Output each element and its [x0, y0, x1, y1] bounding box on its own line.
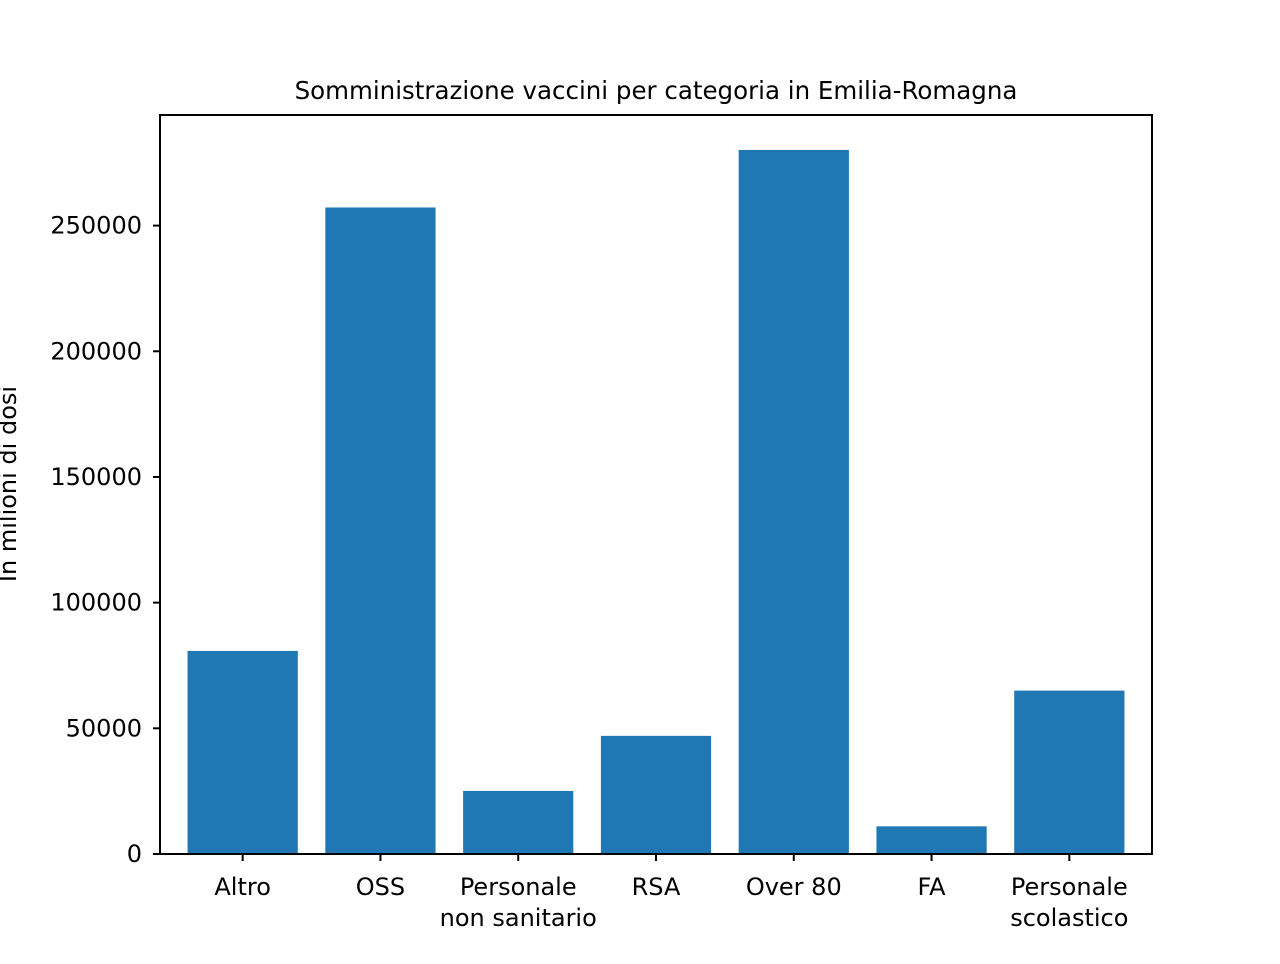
bar: [463, 790, 574, 854]
bar: [1014, 690, 1125, 854]
x-tick-label: Altro: [214, 873, 271, 901]
bars-layer: [187, 149, 1125, 855]
y-tick-label: 0: [127, 840, 142, 868]
x-tick-label: Personale: [460, 873, 577, 901]
y-axis-label: In milioni di dosi: [0, 386, 22, 582]
x-tick-label: OSS: [356, 873, 405, 901]
x-tick-label: Personale: [1011, 873, 1128, 901]
bar: [738, 149, 849, 855]
y-axis: 0 50000 100000 150000 200000 250000: [50, 212, 160, 868]
y-tick-label: 50000: [66, 714, 142, 742]
y-tick-label: 200000: [50, 337, 142, 365]
x-tick-label: RSA: [632, 873, 681, 901]
y-tick-label: 150000: [50, 463, 142, 491]
bar: [187, 650, 298, 854]
plot-frame: [159, 114, 1153, 855]
bar: [876, 826, 987, 854]
bar: [325, 207, 436, 855]
y-tick-label: 250000: [50, 212, 142, 240]
y-tick-label: 100000: [50, 589, 142, 617]
chart-title: Somministrazione vaccini per categoria i…: [295, 76, 1018, 105]
x-tick-label: non sanitario: [440, 904, 597, 932]
x-tick-label: FA: [918, 873, 947, 901]
x-tick-label: Over 80: [746, 873, 842, 901]
bar: [600, 735, 712, 854]
x-axis: Altro OSS Personale non sanitario RSA Over 80…: [214, 854, 1128, 932]
x-tick-label: scolastico: [1010, 904, 1128, 932]
